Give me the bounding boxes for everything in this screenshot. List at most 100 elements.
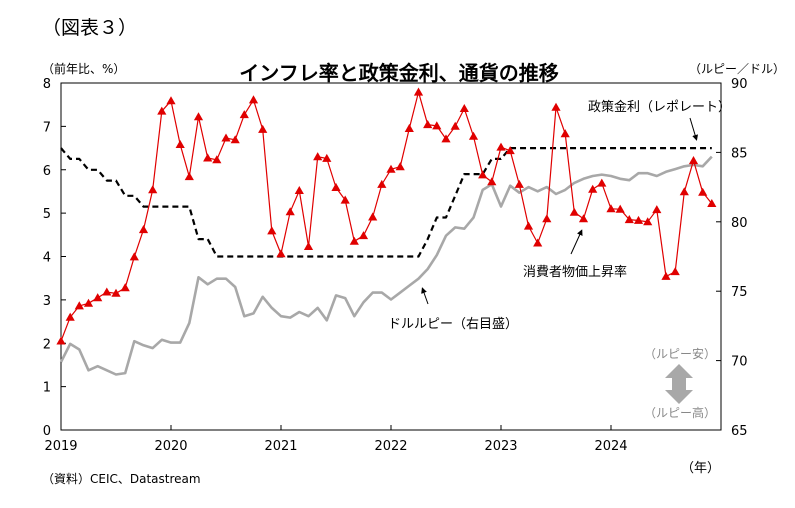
cpi-point [358,231,369,240]
cpi-point [294,186,304,194]
cpi-point [643,217,653,226]
cpi-point [349,236,359,245]
cpi-point [597,178,607,187]
cpi-point [184,172,194,181]
cpi-point [230,135,240,144]
cpi-point [193,112,204,121]
cpi-point [148,185,158,194]
cpi-point [395,162,405,171]
annotation-cpi-arrow [570,229,583,255]
figure-label: （図表３） [42,17,137,39]
cpi-point [423,120,433,129]
cpi-point [560,129,570,138]
annotation-usdinr: ドルルピー（右目盛） [388,317,518,332]
cpi-point [615,204,625,213]
cpi-point [413,87,424,96]
cpi-point [303,241,314,250]
cpi-point [707,199,717,207]
cpi-point [441,134,451,143]
annotation-rupee-strong: （ルピー高） [644,405,716,420]
cpi-point [74,301,84,310]
cpi-point [239,110,249,119]
right-axis: 65 70 75 80 85 90 [716,77,748,439]
left-tick-label: 0 [43,424,51,439]
double-arrow-icon [665,364,693,404]
cpi-point [120,283,130,292]
annotation-cpi: 消費者物価上昇率 [523,264,627,280]
left-tick-label: 2 [43,337,51,352]
cpi-point [111,288,121,297]
cpi-point [83,298,94,307]
cpi-point [588,184,598,193]
x-axis: 2019 2020 2021 2022 2023 2024 [44,425,628,454]
cpi-point [624,215,634,224]
cpi-point [276,249,286,258]
cpi-point [652,205,662,214]
right-tick-label: 70 [731,355,748,370]
left-axis-unit: （前年比、%） [42,61,125,76]
right-tick-label: 65 [731,424,748,439]
cpi-point [459,104,469,112]
left-axis: 0 1 2 3 4 5 6 7 8 [43,77,66,439]
x-tick-label: 2022 [374,439,407,454]
annotation-policy-rate-arrow [689,117,699,141]
cpi-point [496,142,506,151]
cpi-point [203,153,213,162]
cpi-point [102,287,112,296]
chart-title: インフレ率と政策金利、通貨の推移 [239,61,558,85]
right-tick-label: 75 [731,285,748,300]
cpi-point [129,252,139,261]
cpi-point [505,146,515,155]
annotation-usdinr-arrow [421,287,429,305]
source-note: （資料）CEIC、Datastream [42,472,201,486]
cpi-point [487,177,497,186]
cpi-point [606,204,616,213]
series-layer [56,87,717,376]
cpi-point [450,121,460,130]
cpi-point [138,225,149,234]
cpi-point [679,187,689,196]
annotation-rupee-weak: （ルピー安） [644,346,716,361]
x-tick-label: 2024 [594,439,627,454]
left-tick-label: 4 [43,251,51,266]
cpi-point [340,195,350,204]
left-tick-label: 5 [43,207,51,222]
cpi-point [578,214,589,223]
cpi-point [258,124,268,133]
annotation-policy-rate: 政策金利（レポレート） [588,99,731,115]
left-tick-label: 6 [43,164,51,179]
cpi-point [569,207,579,216]
cpi-point [688,156,699,165]
right-axis-unit: （ルピー／ドル） [689,62,785,76]
series-line-policy-rate [60,147,712,258]
cpi-point [670,267,680,276]
cpi-point [514,179,524,188]
left-tick-label: 8 [43,77,51,92]
cpi-point [175,140,185,148]
cpi-point [221,133,231,142]
cpi-point [533,238,543,247]
right-tick-label: 80 [731,216,748,231]
cpi-point [285,207,295,216]
x-tick-label: 2023 [484,439,517,454]
series-line-cpi [60,91,713,342]
cpi-point [542,214,552,223]
x-tick-label: 2020 [154,439,187,454]
cpi-point [166,96,176,105]
left-tick-label: 1 [43,381,51,396]
cpi-point [313,152,323,161]
cpi-point [432,121,442,130]
cpi-point [661,271,671,280]
cpi-point [698,187,708,196]
cpi-point [56,336,66,345]
series-line-usdinr [59,155,713,376]
cpi-point [93,293,103,302]
cpi-point [267,226,277,235]
cpi-point [468,131,479,140]
cpi-point [633,215,644,224]
cpi-point [322,153,332,162]
cpi-point [377,179,387,188]
right-tick-label: 90 [731,77,748,92]
left-tick-label: 3 [43,294,51,309]
